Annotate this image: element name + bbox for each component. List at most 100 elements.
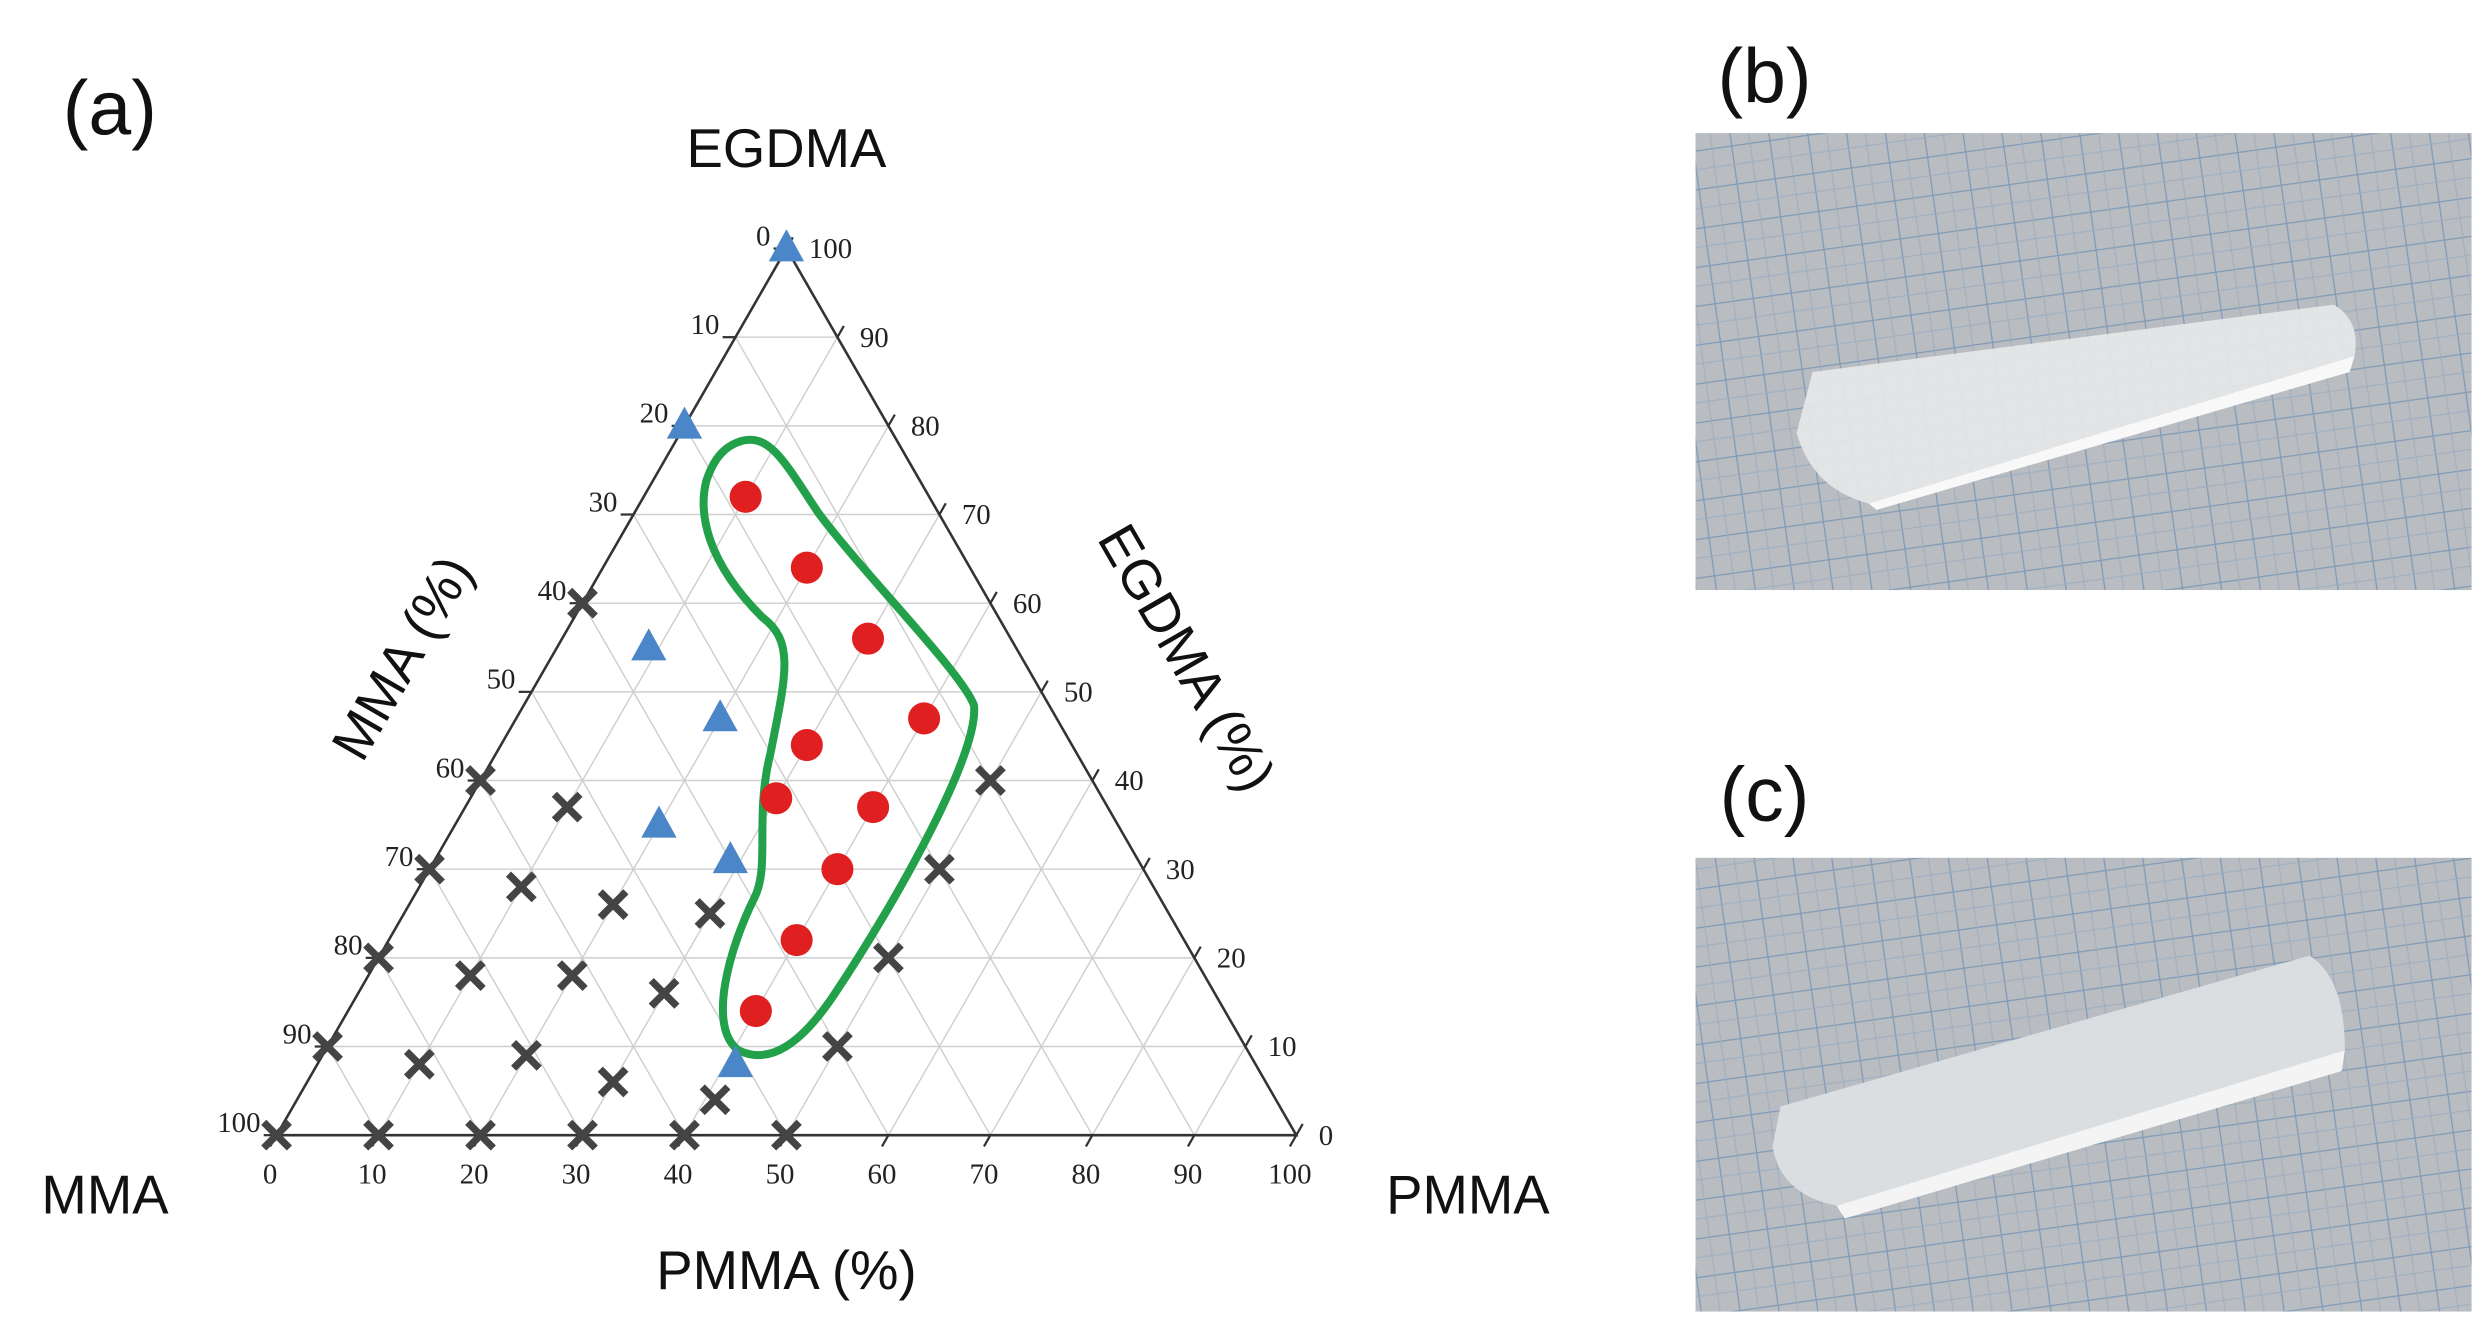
tick-mark — [989, 591, 998, 604]
cross-marker — [699, 1084, 731, 1116]
grid-line — [632, 514, 992, 1136]
photo-b — [1695, 133, 2472, 591]
triangle-marker — [717, 1045, 754, 1078]
circle-marker — [790, 551, 823, 584]
tick-label: 90 — [283, 1018, 312, 1050]
tick-mark — [1142, 857, 1151, 870]
cross-marker — [597, 889, 629, 921]
tick-label: 100 — [217, 1107, 260, 1139]
tick-mark — [938, 502, 947, 516]
circle-marker — [780, 924, 813, 957]
tick-label: 50 — [487, 664, 516, 696]
corner-label: MMA — [41, 1165, 169, 1226]
photo-c — [1695, 857, 2472, 1312]
tick-label: 10 — [358, 1158, 387, 1190]
cross-marker — [771, 1119, 802, 1151]
tick-label: 60 — [868, 1158, 897, 1190]
tick-label: 20 — [640, 398, 669, 430]
triangle-marker — [712, 841, 748, 874]
cross-marker — [567, 1119, 598, 1151]
circle-marker — [851, 622, 885, 655]
panel-label: (a) — [63, 66, 157, 152]
triangle-marker — [702, 699, 738, 732]
tick-mark — [1091, 768, 1100, 782]
triangle-marker — [631, 628, 667, 661]
cross-marker — [465, 765, 496, 796]
cross-marker — [403, 1048, 435, 1080]
tick-label: 80 — [334, 930, 363, 962]
cross-marker — [505, 871, 537, 903]
tick-label: 30 — [1166, 854, 1195, 886]
circle-marker — [729, 480, 762, 513]
tick-label: 80 — [911, 410, 940, 442]
tick-mark — [1040, 680, 1049, 693]
corner-label: PMMA — [1386, 1165, 1550, 1226]
cross-marker — [567, 587, 598, 619]
axis-title: PMMA (%) — [656, 1240, 916, 1301]
tick-label: 40 — [664, 1158, 693, 1190]
tick-label: 70 — [385, 841, 414, 873]
tick-label: 90 — [1173, 1158, 1202, 1190]
corner-label: EGDMA — [687, 118, 888, 179]
circle-marker — [821, 853, 854, 886]
tick-label: 10 — [691, 309, 720, 341]
grid-line — [377, 957, 482, 1136]
cross-marker — [924, 853, 955, 885]
tick-mark — [1193, 946, 1202, 959]
grid-line — [377, 336, 839, 1136]
tick-label: 30 — [589, 486, 618, 518]
circle-marker — [739, 995, 772, 1028]
cross-marker — [551, 791, 583, 823]
circle-marker — [760, 782, 793, 815]
ternary-plot: 0 10 20 30 40 50 60 70 80 90 100010203040506070809… — [217, 220, 1333, 1190]
cross-marker — [822, 1031, 853, 1062]
tick-label: 70 — [962, 499, 991, 531]
cross-marker — [873, 942, 904, 974]
tick-label: 50 — [1064, 676, 1093, 708]
cross-marker — [414, 853, 445, 885]
grid-line — [683, 425, 1093, 1136]
grid-line — [734, 336, 1195, 1136]
grid-line — [326, 1046, 380, 1136]
panel-label: (c) — [1720, 752, 1810, 838]
tick-label: 90 — [860, 322, 889, 354]
tick-label: 20 — [1217, 942, 1246, 974]
grid-line — [785, 691, 1042, 1136]
grid-line — [428, 868, 584, 1136]
tick-mark — [887, 414, 896, 427]
tick-label: 100 — [1268, 1158, 1311, 1190]
cross-marker — [597, 1066, 629, 1098]
tick-label: 40 — [538, 575, 567, 607]
panel-label: (b) — [1717, 34, 1811, 120]
triangle-marker — [666, 406, 703, 439]
cross-marker — [556, 960, 588, 991]
tick-label: 0 — [756, 220, 770, 252]
tick-mark — [836, 325, 845, 338]
axis-title: EGDMA (%) — [1086, 514, 1287, 801]
tick-label: 60 — [436, 752, 465, 784]
tick-label: 100 — [809, 233, 852, 265]
cross-marker — [261, 1119, 292, 1151]
tick-label: 70 — [970, 1158, 999, 1190]
axis-title: MMA (%) — [320, 545, 485, 770]
grid-line — [1193, 1046, 1246, 1136]
cross-marker — [363, 942, 394, 974]
cross-marker — [669, 1119, 700, 1151]
cross-marker — [511, 1040, 542, 1071]
tick-label: 60 — [1013, 588, 1042, 620]
tick-label: 80 — [1072, 1158, 1101, 1190]
tick-label: 0 — [263, 1158, 277, 1190]
cross-marker — [694, 898, 726, 929]
cross-marker — [465, 1119, 496, 1151]
cross-marker — [648, 977, 680, 1009]
tick-mark — [982, 1134, 992, 1147]
grid-line — [989, 868, 1144, 1136]
cross-marker — [975, 765, 1006, 796]
cross-marker — [363, 1119, 394, 1151]
tick-label: 40 — [1115, 765, 1144, 797]
cross-marker — [454, 960, 486, 991]
circle-marker — [790, 729, 823, 762]
circle-marker — [908, 702, 941, 735]
tick-mark — [1186, 1134, 1196, 1147]
